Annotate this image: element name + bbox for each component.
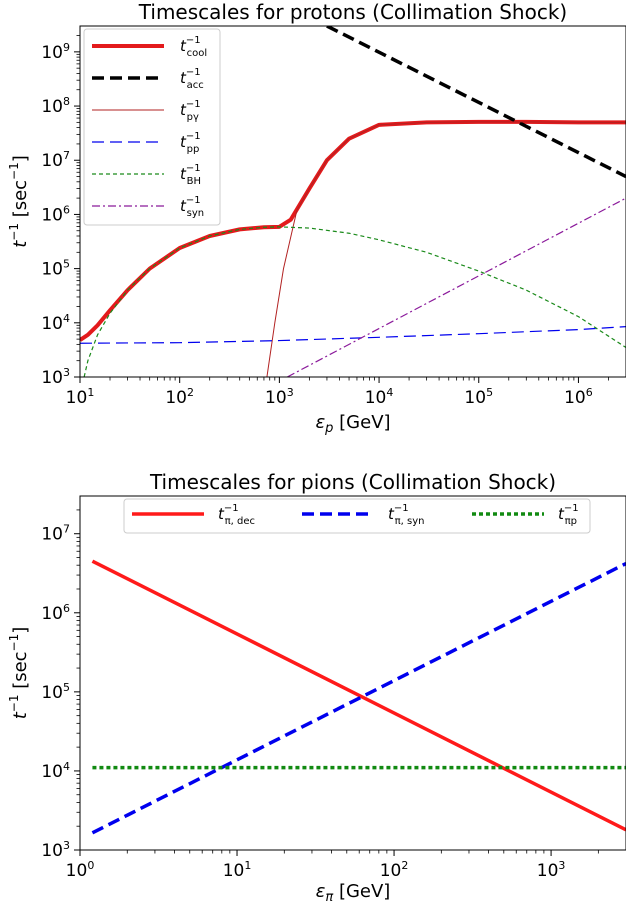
x-tick-label: 106 — [564, 386, 593, 408]
series-line-3 — [266, 121, 626, 377]
plot-frame — [79, 495, 626, 851]
chart-panel-1: Timescales for protons (Collimation Shoc… — [7, 0, 626, 436]
y-tick-label: 107 — [41, 149, 70, 171]
legend-label-5: t−1 BH — [180, 163, 201, 187]
x-tick-label: 103 — [537, 859, 566, 881]
series-line-1 — [91, 559, 626, 832]
y-tick-label: 107 — [41, 523, 70, 545]
legend-label-3: t−1 πp — [558, 503, 579, 527]
x-tick-label: 101 — [66, 386, 95, 408]
series-line-2 — [326, 26, 626, 179]
plot-frame — [79, 25, 626, 378]
legend: t−1 cool t−1 acc t−1 pγ t−1 pp t−1 BH t−1 syn — [83, 28, 221, 226]
chart-title: Timescales for protons (Collimation Shoc… — [138, 0, 567, 24]
y-tick-label: 103 — [41, 839, 70, 861]
x-tick-label: 105 — [464, 386, 493, 408]
legend-label-3: t−1 pγ — [180, 99, 201, 123]
x-axis-label: επ [GeV] — [316, 881, 391, 905]
y-tick-label: 108 — [41, 95, 70, 117]
series-line-6 — [286, 197, 626, 377]
series-line-4 — [80, 326, 626, 344]
x-axis-label: εp [GeV] — [315, 412, 390, 436]
series-line-5 — [83, 226, 626, 377]
x-tick-label: 104 — [365, 386, 394, 408]
chart-panel-2: Timescales for pions (Collimation Shock)… — [7, 470, 626, 905]
y-tick-label: 104 — [41, 312, 70, 334]
y-tick-label: 105 — [41, 681, 70, 703]
x-tick-label: 103 — [265, 386, 294, 408]
y-tick-label: 106 — [41, 602, 70, 624]
y-axis-label: t−1 [sec−1] — [7, 627, 31, 720]
y-tick-label: 104 — [41, 760, 70, 782]
legend-label-1: t−1 π, dec — [218, 503, 255, 527]
legend-label-4: t−1 pp — [180, 131, 201, 155]
y-tick-label: 106 — [41, 203, 70, 225]
legend-label-2: t−1 acc — [180, 67, 204, 91]
y-tick-label: 103 — [41, 366, 70, 388]
legend-label-6: t−1 syn — [180, 195, 204, 219]
legend-label-1: t−1 cool — [180, 35, 207, 59]
legend-box — [123, 498, 591, 534]
x-tick-label: 102 — [380, 859, 409, 881]
y-tick-label: 109 — [41, 41, 70, 63]
legend: t−1 π, dec t−1 π, syn t−1 πp — [123, 498, 591, 534]
series-line-2 — [91, 561, 626, 835]
x-tick-label: 102 — [165, 386, 194, 408]
y-tick-label: 105 — [41, 258, 70, 280]
chart-title: Timescales for pions (Collimation Shock) — [149, 470, 556, 494]
legend-label-2: t−1 π, syn — [388, 503, 424, 527]
x-tick-label: 101 — [223, 859, 252, 881]
x-tick-label: 100 — [66, 859, 95, 881]
y-axis-label: t−1 [sec−1] — [7, 155, 31, 248]
